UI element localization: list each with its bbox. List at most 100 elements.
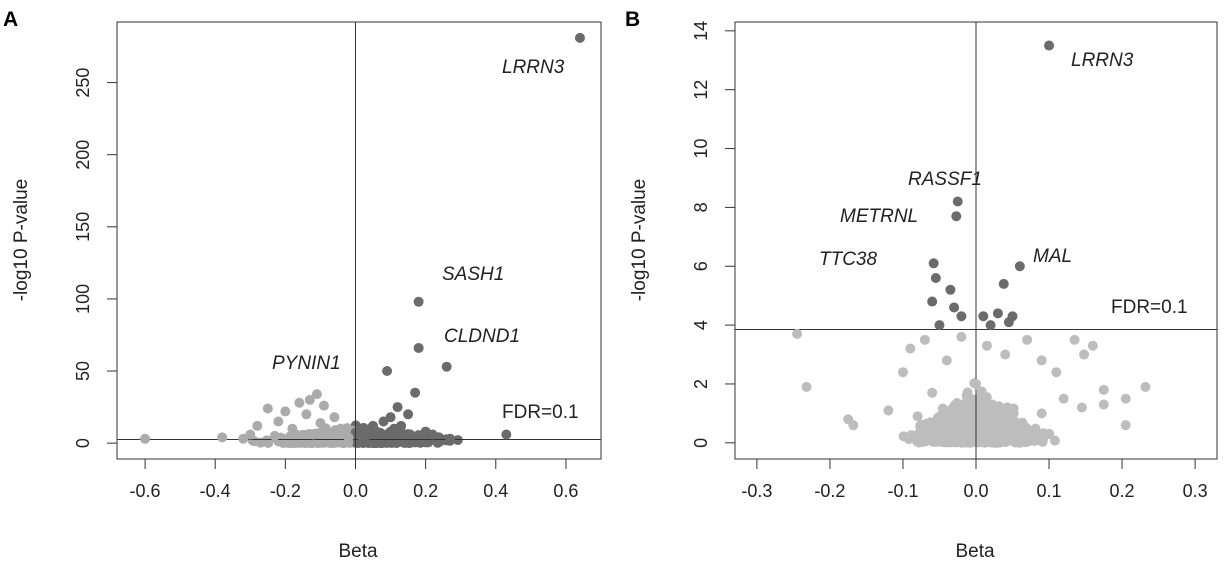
data-point	[392, 402, 403, 413]
panel-b-label-rassf1: RASSF1	[908, 169, 982, 190]
background-point	[1002, 430, 1013, 441]
panel-b-y-axis-title: -log10 P-value	[629, 179, 650, 302]
panel-a-x-axis-title: Beta	[338, 541, 378, 562]
background-point	[987, 417, 998, 428]
y-tick-label: 100	[73, 284, 93, 314]
data-point	[410, 387, 421, 398]
x-tick-label: 0.0	[343, 481, 368, 501]
panel-b-points	[792, 40, 1151, 431]
data-point	[238, 433, 249, 444]
y-tick-label: 4	[691, 320, 711, 330]
background-point	[966, 416, 977, 427]
data-point	[318, 400, 329, 411]
data-point	[217, 432, 228, 443]
data-point	[574, 32, 585, 43]
data-point	[280, 406, 291, 417]
data-point	[311, 389, 322, 400]
background-point	[939, 435, 950, 446]
data-point	[403, 409, 414, 420]
y-tick-label: 0	[691, 438, 711, 448]
data-point	[992, 308, 1003, 319]
background-point	[989, 401, 1000, 412]
panel-b: B -0.3 -0.2 -0.1 0.0 0.1 0.2 0.3 0 2 4 6 8 10 12 14 L…	[625, 8, 1218, 562]
background-point	[951, 397, 962, 408]
data-point	[371, 426, 382, 437]
x-tick-label: 0.2	[413, 481, 438, 501]
panel-a-fdr-label: FDR=0.1	[502, 402, 579, 423]
data-point	[389, 423, 400, 434]
data-point	[252, 420, 263, 431]
background-point	[949, 417, 960, 428]
x-tick-label: -0.6	[130, 481, 161, 501]
data-point	[956, 311, 967, 322]
data-point	[928, 258, 939, 269]
data-point	[897, 367, 908, 378]
data-point	[1098, 399, 1109, 410]
panel-b-letter: B	[625, 8, 640, 31]
data-point	[883, 405, 894, 416]
background-point	[962, 433, 973, 444]
panel-b-fdr-label: FDR=0.1	[1111, 297, 1188, 318]
data-point	[262, 403, 273, 414]
data-point	[445, 433, 456, 444]
panel-b-label-ttc38: TTC38	[819, 249, 878, 270]
background-point	[452, 435, 463, 446]
x-tick-label: -0.2	[814, 481, 845, 501]
data-point	[308, 429, 319, 440]
data-point	[934, 320, 945, 331]
background-point	[962, 387, 973, 398]
data-point	[1051, 367, 1062, 378]
x-tick-label: 0.3	[1183, 481, 1208, 501]
background-point	[976, 400, 987, 411]
data-point	[413, 342, 424, 353]
data-point	[956, 331, 967, 342]
data-point	[930, 273, 941, 284]
panel-b-x-ticks: -0.3 -0.2 -0.1 0.0 0.1 0.2 0.3	[741, 459, 1208, 501]
data-point	[1140, 381, 1151, 392]
data-point	[927, 387, 938, 398]
x-tick-label: 0.1	[1037, 481, 1062, 501]
y-tick-label: 6	[691, 261, 711, 271]
data-point	[1098, 384, 1109, 395]
data-point	[1058, 393, 1069, 404]
x-tick-label: 0.6	[553, 481, 578, 501]
data-point	[941, 355, 952, 366]
data-point	[905, 343, 916, 354]
background-point	[1017, 431, 1028, 442]
data-point	[1069, 334, 1080, 345]
data-point	[336, 426, 347, 437]
data-point	[919, 334, 930, 345]
panel-a: A -0.6 -0.4 -0.2 0.0 0.2 0.4 0.6 0 50 100 150 200 2…	[3, 8, 602, 562]
data-point	[971, 378, 981, 389]
data-point	[927, 296, 938, 307]
x-tick-label: -0.1	[887, 481, 918, 501]
background-point	[956, 421, 967, 432]
background-point	[1030, 423, 1041, 434]
data-point	[792, 328, 803, 339]
data-point	[978, 311, 989, 322]
data-point	[1087, 340, 1098, 351]
panel-b-label-mal: MAL	[1033, 246, 1072, 267]
panel-b-background-cloud	[898, 378, 1060, 448]
background-point	[1009, 430, 1020, 441]
data-point	[382, 366, 393, 377]
background-point	[916, 423, 927, 434]
data-point	[1036, 408, 1047, 419]
data-point	[343, 432, 354, 443]
data-point	[949, 302, 960, 313]
x-tick-label: -0.2	[270, 481, 301, 501]
data-point	[413, 296, 424, 307]
data-point	[1120, 420, 1131, 431]
panel-b-y-ticks: 0 2 4 6 8 10 12 14	[691, 21, 735, 448]
x-tick-label: 0.0	[963, 481, 988, 501]
y-tick-label: 10	[691, 139, 711, 159]
data-point	[1079, 349, 1090, 360]
panel-a-plot-frame	[116, 21, 602, 460]
background-point	[1049, 435, 1060, 446]
data-point	[1036, 355, 1047, 366]
background-point	[957, 406, 968, 417]
data-point	[378, 416, 389, 427]
data-point	[945, 284, 956, 295]
data-point	[1076, 402, 1087, 413]
